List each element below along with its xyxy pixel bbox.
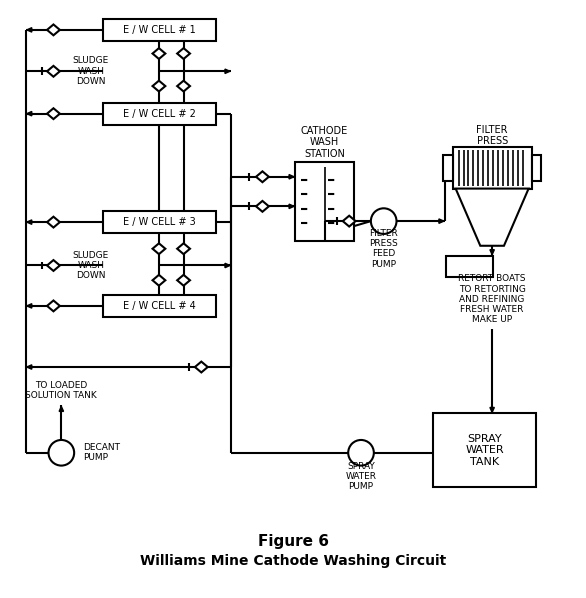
Polygon shape [27, 365, 32, 369]
Bar [532, 155, 541, 181]
Polygon shape [152, 275, 165, 286]
Polygon shape [152, 81, 165, 91]
Text: FILTER
PRESS
FEED
PUMP: FILTER PRESS FEED PUMP [369, 228, 398, 269]
Text: SLUDGE
WASH
DOWN: SLUDGE WASH DOWN [73, 56, 109, 86]
Polygon shape [27, 111, 32, 116]
Circle shape [49, 440, 74, 466]
Polygon shape [343, 216, 356, 227]
Text: FILTER
PRESS: FILTER PRESS [476, 124, 508, 146]
Polygon shape [256, 172, 269, 182]
Polygon shape [27, 220, 32, 224]
Text: Figure 6: Figure 6 [257, 534, 329, 549]
Text: RETORT BOATS
TO RETORTING
AND REFINING: RETORT BOATS TO RETORTING AND REFINING [458, 274, 526, 304]
Text: FRESH WATER
MAKE UP: FRESH WATER MAKE UP [461, 305, 524, 325]
Text: E / W CELL # 4: E / W CELL # 4 [123, 301, 196, 311]
Text: E / W CELL # 2: E / W CELL # 2 [123, 109, 196, 118]
Polygon shape [47, 25, 60, 35]
Polygon shape [490, 407, 495, 413]
Polygon shape [177, 48, 190, 59]
Polygon shape [152, 243, 165, 254]
Text: CATHODE
WASH
STATION: CATHODE WASH STATION [301, 126, 348, 159]
Polygon shape [47, 66, 60, 77]
Bar [443, 155, 453, 181]
Circle shape [371, 208, 397, 234]
Text: TO LOADED
SOLUTION TANK: TO LOADED SOLUTION TANK [25, 381, 97, 401]
Text: E / W CELL # 3: E / W CELL # 3 [123, 217, 196, 227]
Bar [453, 147, 532, 188]
Polygon shape [256, 201, 269, 212]
Polygon shape [439, 219, 444, 223]
Polygon shape [225, 263, 230, 268]
Polygon shape [27, 304, 32, 308]
Polygon shape [289, 175, 294, 179]
Bar [103, 211, 216, 233]
Polygon shape [152, 48, 165, 59]
Polygon shape [47, 300, 60, 312]
Polygon shape [47, 216, 60, 227]
Polygon shape [47, 260, 60, 271]
Polygon shape [289, 204, 294, 209]
Polygon shape [456, 188, 529, 246]
Polygon shape [27, 28, 32, 32]
Polygon shape [47, 108, 60, 119]
Bar [103, 103, 216, 124]
Text: DECANT
PUMP: DECANT PUMP [83, 443, 120, 462]
Text: SPRAY
WATER
PUMP: SPRAY WATER PUMP [346, 462, 377, 492]
Polygon shape [177, 81, 190, 91]
Circle shape [348, 440, 374, 466]
Text: SPRAY
WATER
TANK: SPRAY WATER TANK [465, 434, 504, 467]
Polygon shape [177, 275, 190, 286]
Bar [446, 255, 493, 277]
Polygon shape [177, 243, 190, 254]
Bar [103, 295, 216, 317]
Polygon shape [195, 362, 207, 373]
Text: SLUDGE
WASH
DOWN: SLUDGE WASH DOWN [73, 251, 109, 280]
Text: Williams Mine Cathode Washing Circuit: Williams Mine Cathode Washing Circuit [140, 554, 446, 568]
Polygon shape [490, 250, 495, 255]
Text: E / W CELL # 1: E / W CELL # 1 [123, 25, 196, 35]
Polygon shape [59, 407, 63, 411]
Bar [103, 19, 216, 41]
Bar [295, 162, 354, 241]
Polygon shape [225, 69, 230, 74]
Bar [433, 413, 537, 487]
